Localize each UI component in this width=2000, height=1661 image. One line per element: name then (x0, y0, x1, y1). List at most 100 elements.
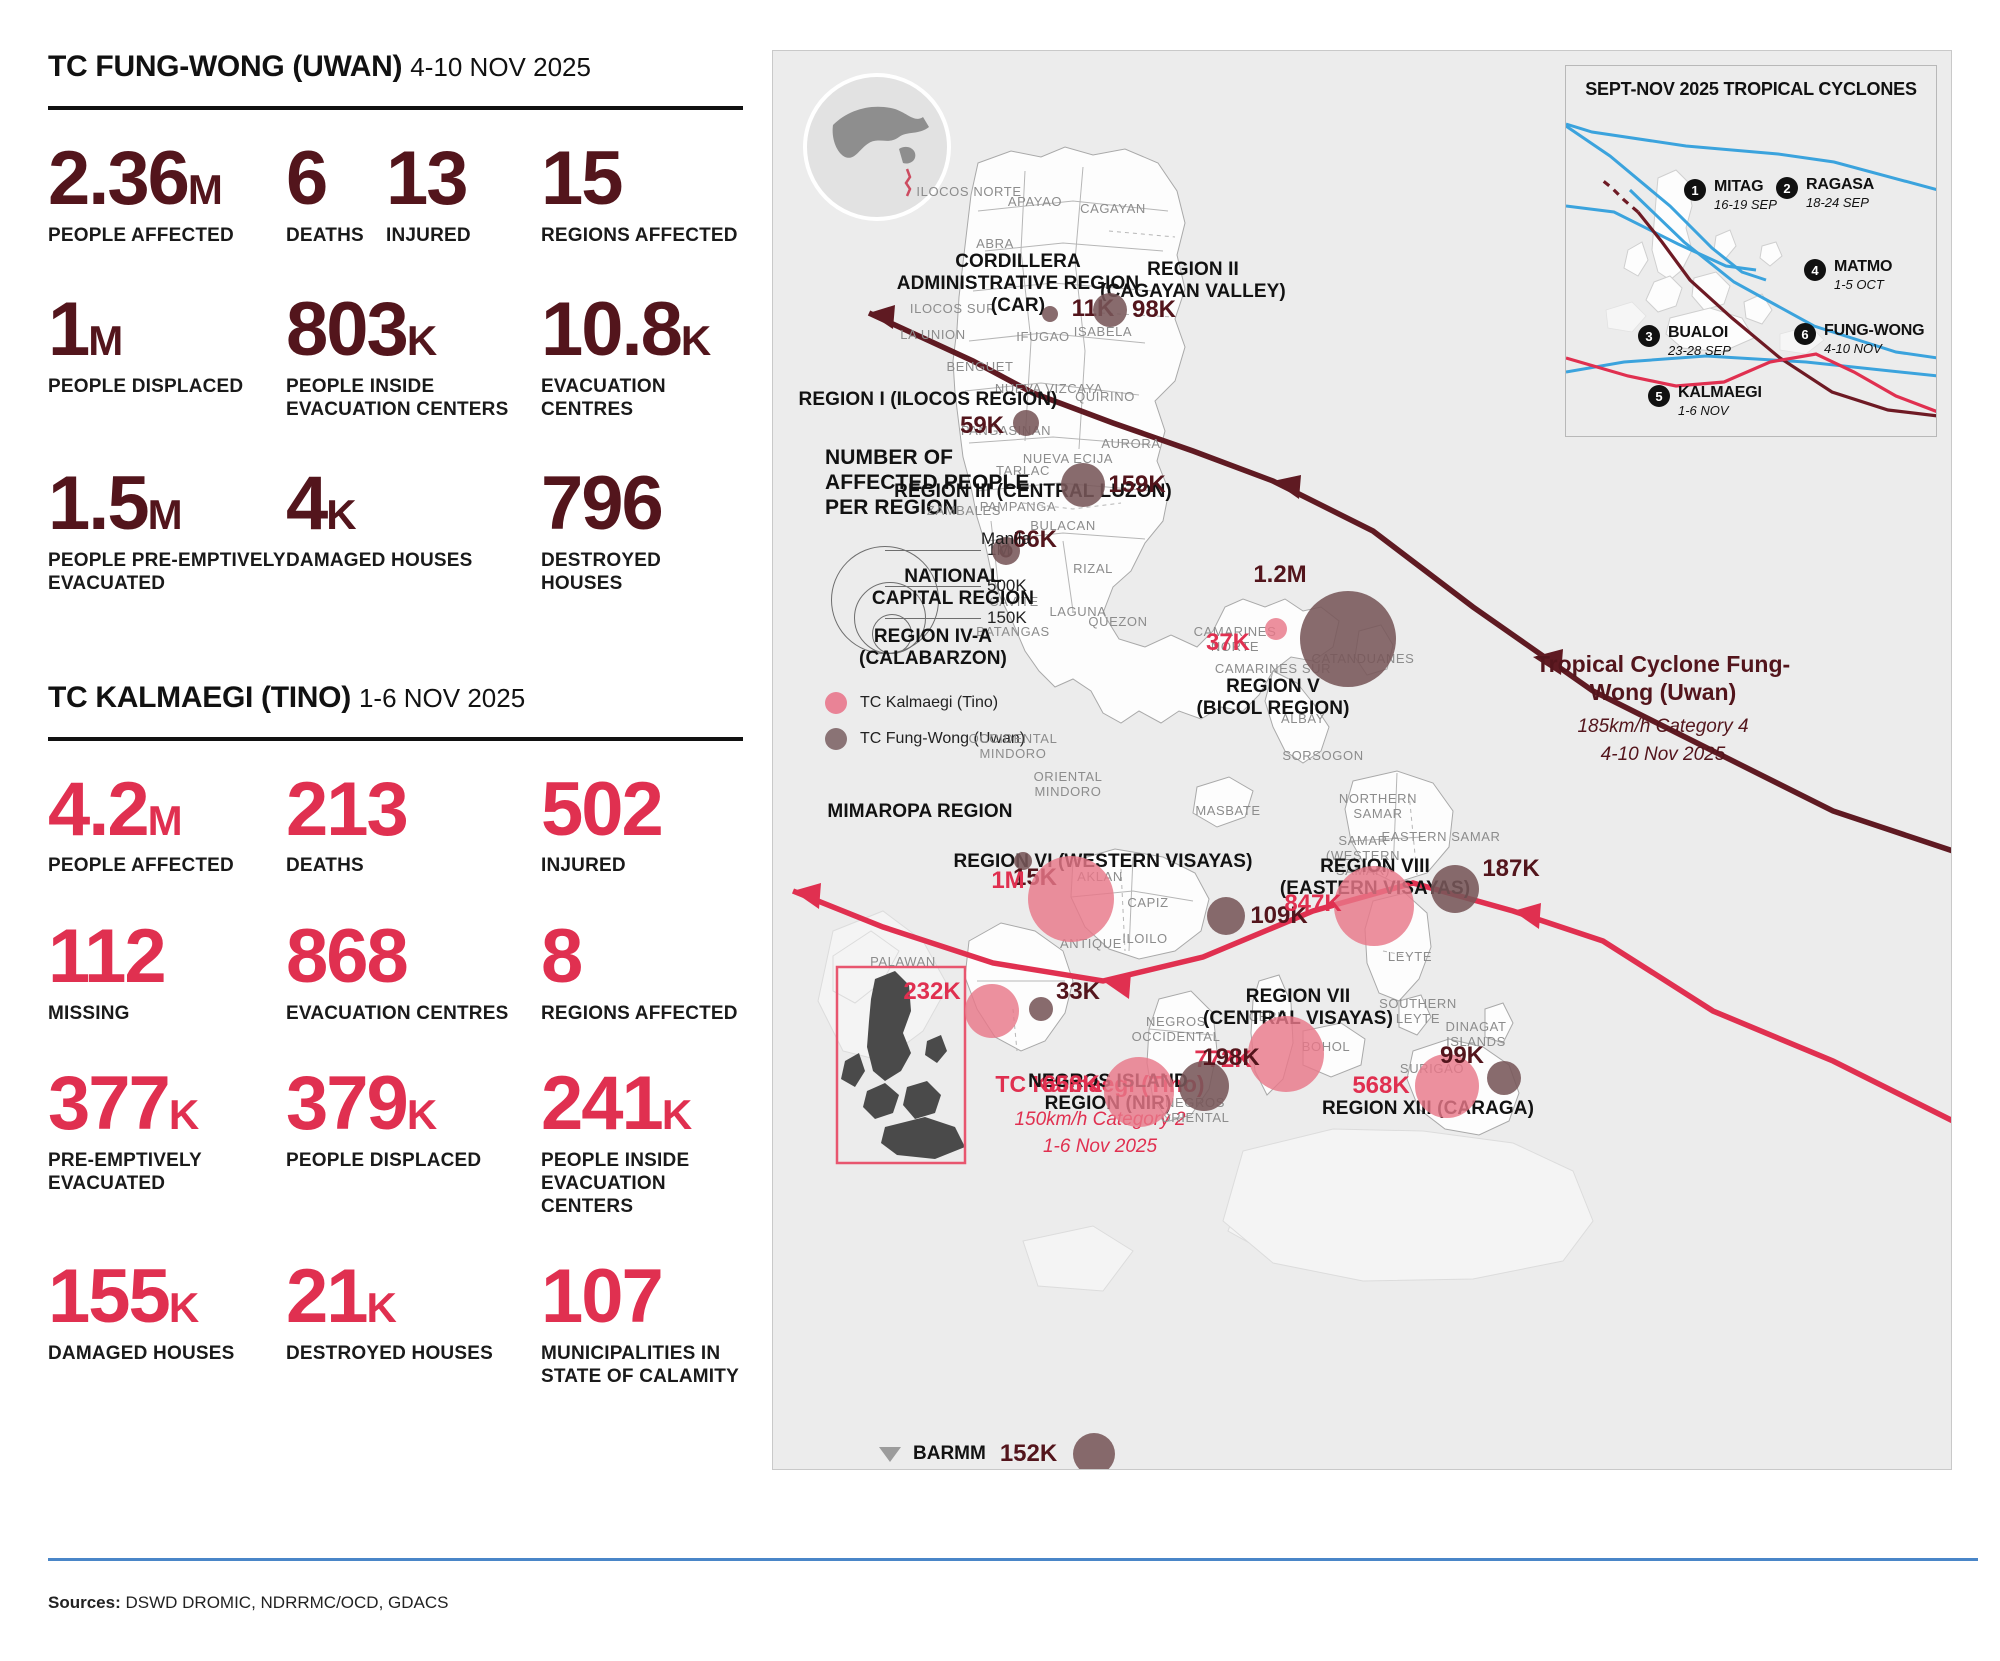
legend-series-keys: TC Kalmaegi (Tino) TC Fung-Wong (Uwan) (825, 692, 1040, 751)
province-label: QUEZON (1088, 614, 1148, 629)
affected-bubble[interactable] (992, 537, 1020, 565)
philippines-map[interactable]: BARMM 152K Tropical Cyclone Fung-Wong (U… (772, 50, 1952, 1470)
stat-label: PEOPLE PRE-EMPTIVELY EVACUATED (48, 550, 286, 595)
cyclone-entry-ragasa: 2 RAGASA 18-24 SEP (1776, 176, 1874, 210)
legend-key-fungwong: TC Fung-Wong (Uwan) (825, 728, 1040, 751)
cyclone-entry-matmo: 4 MATMO 1-5 OCT (1804, 258, 1892, 292)
affected-bubble[interactable] (1042, 306, 1058, 322)
legend-swatch-icon (825, 728, 847, 751)
stat-row: 377K PRE-EMPTIVELY EVACUATED 379K PEOPLE… (48, 1065, 770, 1218)
affected-bubble[interactable] (1093, 293, 1127, 327)
affected-bubble[interactable] (1415, 1054, 1479, 1118)
bubble-value-label: 198K (1202, 1044, 1260, 1071)
cyclone-entry-kalmaegi: 5 KALMAEGI 1-6 NOV (1648, 384, 1762, 418)
stat-label: MUNICIPALITIES IN STATE OF CALAMITY (541, 1343, 739, 1388)
kalmaegi-stats: 4.2M PEOPLE AFFECTED 213 DEATHS 502 INJU… (48, 771, 770, 1389)
stat-row: 155K DAMAGED HOUSES 21K DESTROYED HOUSES… (48, 1259, 770, 1388)
stat-value: 379 (286, 1060, 409, 1146)
bubble-value-label: 99K (1439, 1042, 1485, 1069)
affected-bubble[interactable] (1104, 1057, 1174, 1127)
bubble-value-label: 232K (903, 978, 961, 1005)
legend-leader-line (885, 618, 981, 620)
affected-bubble[interactable] (1028, 856, 1114, 942)
fungwong-stats: 2.36M PEOPLE AFFECTED 6 DEATHS 13 INJURE… (48, 141, 770, 596)
affected-bubble[interactable] (1014, 852, 1032, 870)
province-label: NEGROS OCCIDENTAL (1131, 1014, 1221, 1044)
legend-key-label: TC Kalmaegi (Tino) (860, 694, 999, 712)
cyclone-tracks-inset[interactable]: SEPT-NOV 2025 TROPICAL CYCLONES 1 MITAG … (1565, 65, 1937, 437)
province-label: NUEVA ECIJA (1022, 451, 1114, 466)
province-label: ILOILO (1122, 931, 1168, 946)
cyclone-name: RAGASA (1806, 176, 1875, 193)
stat-missing: 112 MISSING (48, 918, 286, 1025)
affected-bubble[interactable] (965, 984, 1019, 1038)
bubble-value-label: 187K (1482, 855, 1540, 882)
stat-row: 112 MISSING 868 EVACUATION CENTRES 8 REG… (48, 918, 770, 1025)
affected-bubble[interactable] (1029, 997, 1053, 1021)
stat-label: PEOPLE INSIDE EVACUATION CENTERS (286, 375, 509, 421)
bubble-value-label: 658K (1042, 1071, 1100, 1098)
stat-label: PRE-EMPTIVELY EVACUATED (48, 1149, 202, 1194)
stat-value: 8 (541, 913, 583, 999)
province-label: QUIRINO (1075, 389, 1135, 404)
affected-bubble[interactable] (1248, 1016, 1324, 1092)
annotation-dates: 1-6 Nov 2025 (1042, 1136, 1158, 1158)
triangle-pointer-icon (879, 1446, 901, 1462)
stat-value: 112 (48, 913, 167, 999)
affected-bubble[interactable] (1487, 1061, 1521, 1095)
province-label: CAGAYAN (1080, 201, 1146, 216)
cyclone-dates: 4-10 NOV (1824, 341, 1882, 356)
stat-injured: 502 INJURED (541, 771, 761, 878)
fungwong-heading: TC FUNG-WONG (UWAN) 4-10 NOV 2025 (48, 50, 770, 84)
legend-circle-1m (831, 546, 939, 655)
affected-bubble[interactable] (1061, 463, 1105, 507)
stat-deaths: 213 DEATHS (286, 771, 541, 878)
region-label: REGION V (BICOL REGION) (1196, 676, 1350, 719)
stat-label: DESTROYED HOUSES (541, 550, 662, 595)
legend-leader-line (885, 586, 981, 588)
region-label: REGION I (ILOCOS REGION) (798, 389, 1058, 410)
affected-bubble[interactable] (1300, 591, 1396, 687)
stat-pre-emptively-evacuated: 377K PRE-EMPTIVELY EVACUATED (48, 1065, 286, 1195)
affected-bubble[interactable] (1431, 865, 1479, 913)
stat-people-affected: 4.2M PEOPLE AFFECTED (48, 771, 286, 878)
stat-destroyed-houses: 21K DESTROYED HOUSES (286, 1259, 541, 1365)
affected-bubble[interactable] (1013, 410, 1039, 436)
affected-bubble[interactable] (1179, 1061, 1229, 1111)
fungwong-map-annotation: Tropical Cyclone Fung-Wong (Uwan) 185km/… (1519, 651, 1807, 767)
cyclone-number-badge: 2 (1776, 177, 1798, 199)
manila-label: Manila (980, 529, 1032, 548)
province-label: AURORA (1101, 436, 1161, 451)
province-label: PALAWAN (870, 954, 936, 969)
kalmaegi-dates: 1-6 NOV 2025 (358, 682, 526, 713)
bubble-value-label: 33K (1055, 978, 1101, 1005)
bubble-value-label: 568K (1352, 1072, 1410, 1099)
stat-value: 4 (286, 461, 328, 547)
stat-value: 868 (286, 913, 409, 999)
province-label: EASTERN SAMAR (1381, 829, 1501, 844)
bubble-value-label: 1M (991, 867, 1025, 894)
cyclone-dates: 18-24 SEP (1806, 195, 1869, 210)
cyclone-dates: 23-28 SEP (1668, 343, 1731, 358)
stat-row: 2.36M PEOPLE AFFECTED 6 DEATHS 13 INJURE… (48, 141, 770, 247)
province-label: OCCIDENTAL MINDORO (968, 731, 1058, 761)
stat-people-inside-ec: 803K PEOPLE INSIDE EVACUATION CENTERS (286, 292, 541, 421)
map-basemap (791, 146, 1951, 1292)
stat-people-displaced: 1M PEOPLE DISPLACED (48, 292, 286, 398)
province-label: ZAMBALES (926, 503, 1002, 518)
affected-bubble[interactable] (1265, 618, 1287, 640)
cyclone-number-badge: 3 (1638, 325, 1660, 347)
stat-value: 2.36 (48, 136, 190, 221)
stat-label: EVACUATION CENTRES (286, 1002, 509, 1024)
legend-title: NUMBER OF AFFECTED PEOPLE PER REGION (825, 446, 1030, 519)
affected-bubble[interactable] (1334, 866, 1414, 946)
province-label: CAMARINES NORTE (1193, 624, 1277, 654)
affected-bubble[interactable] (1207, 897, 1245, 935)
bubble-value-label: 59K (959, 412, 1005, 439)
stat-label: PEOPLE INSIDE EVACUATION CENTERS (541, 1149, 690, 1217)
stat-evacuation-centres: 868 EVACUATION CENTRES (286, 918, 541, 1025)
stat-row: 1.5M PEOPLE PRE-EMPTIVELY EVACUATED 4K D… (48, 461, 770, 595)
legend-size-label: 500K (987, 576, 1027, 596)
stat-pre-emptively-evacuated: 1.5M PEOPLE PRE-EMPTIVELY EVACUATED (48, 461, 286, 595)
province-label: NORTHERN SAMAR (1338, 791, 1418, 821)
